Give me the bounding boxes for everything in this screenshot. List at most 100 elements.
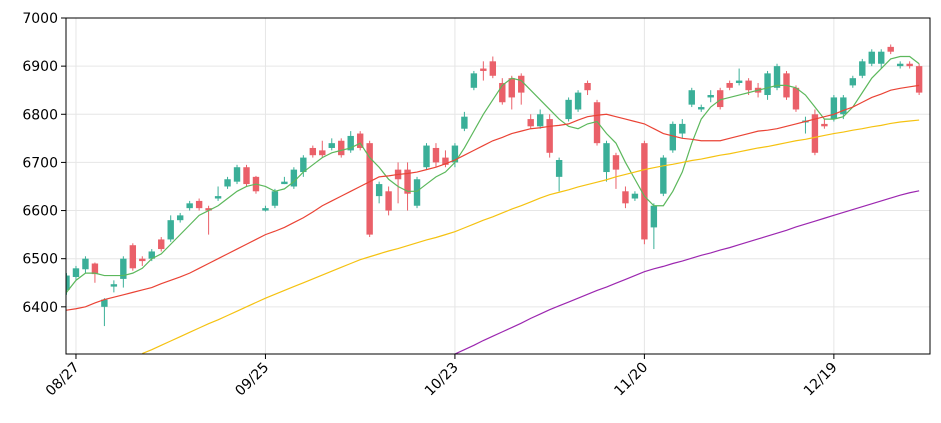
y-tick-label: 6700: [22, 155, 58, 171]
x-tick-label: 08/27: [43, 360, 83, 400]
candle-body: [432, 147, 440, 163]
candle-body: [821, 123, 828, 127]
candle-body: [745, 80, 752, 91]
candle-body: [470, 73, 478, 88]
candle-body: [214, 196, 222, 199]
candle-body: [508, 78, 515, 98]
y-tick-label: 6400: [22, 300, 58, 316]
candle-body: [139, 258, 146, 262]
candle-body: [328, 143, 335, 148]
candle-body: [186, 203, 193, 209]
candle-body: [375, 184, 383, 197]
candle-body: [243, 167, 250, 185]
candle-body: [262, 208, 269, 211]
x-tick-label: 11/20: [611, 360, 651, 400]
candle-body: [593, 102, 601, 144]
y-tick-label: 6500: [22, 252, 58, 268]
candle-body: [840, 97, 847, 115]
candle-body: [631, 193, 639, 199]
plot-area: [66, 44, 923, 354]
y-tick-label: 7000: [22, 11, 58, 27]
moving-average-line: [66, 84, 920, 311]
axes: 6400 6500 6600 6700 6800 6900 7000 08/27 09/25 10…: [22, 11, 840, 399]
candle-body: [66, 275, 70, 290]
candle-body: [423, 145, 430, 168]
candle-body: [764, 73, 771, 96]
moving-average-line: [66, 55, 920, 293]
candle-body: [574, 92, 582, 110]
candle-body: [290, 169, 298, 187]
candle-body: [205, 208, 212, 211]
candle-body: [698, 107, 705, 110]
candle-body: [300, 157, 307, 173]
candle-body: [176, 215, 184, 221]
candle-body: [404, 169, 411, 194]
y-tick-label: 6900: [22, 59, 58, 75]
x-tick-label: 09/25: [232, 360, 272, 400]
candle-body: [641, 143, 648, 240]
candle-body: [499, 82, 506, 103]
candle-body: [158, 239, 165, 250]
candle-body: [233, 167, 241, 182]
candle-body: [688, 90, 695, 105]
candle-body: [309, 147, 317, 156]
candle-body: [565, 99, 572, 120]
candle-body: [887, 46, 894, 52]
candle-body: [915, 66, 923, 93]
y-tick-label: 6800: [22, 107, 58, 123]
candle-body: [82, 258, 89, 270]
candle-body: [347, 135, 354, 151]
candle-body: [356, 133, 364, 148]
candle-body: [650, 205, 658, 228]
candle-body: [679, 123, 686, 134]
moving-average-line: [142, 119, 920, 354]
grid: [66, 17, 930, 354]
candle-body: [622, 191, 629, 204]
candle-body: [195, 200, 203, 209]
candle-body: [773, 66, 781, 88]
candle-body: [859, 61, 866, 76]
candle-body: [413, 179, 421, 206]
candle-body: [366, 143, 373, 235]
candle-body: [480, 68, 487, 71]
x-tick-label: 12/19: [801, 360, 841, 400]
candle-body: [716, 90, 724, 108]
candle-body: [707, 95, 714, 98]
candle-body: [167, 220, 174, 240]
candle-body: [878, 51, 885, 64]
candle-body: [129, 245, 137, 269]
candle-body: [101, 299, 108, 307]
candle-body: [527, 119, 534, 127]
candle-body: [442, 157, 449, 165]
candle-body: [726, 82, 733, 88]
y-tick-label: 6600: [22, 204, 58, 220]
candle-body: [489, 61, 497, 76]
x-tick-label: 10/23: [422, 360, 462, 400]
candle-body: [906, 63, 913, 67]
candle-body: [792, 87, 800, 110]
candle-body: [536, 114, 544, 127]
candle-body: [849, 78, 857, 86]
candle-body: [603, 143, 610, 173]
candle-body: [319, 150, 326, 156]
candle-body: [451, 145, 459, 163]
candle-body: [896, 63, 904, 67]
candle-body: [546, 119, 553, 153]
candle-body: [555, 160, 563, 177]
candle-body: [224, 179, 231, 187]
candle-body: [281, 181, 288, 185]
candle-body: [612, 155, 620, 170]
candle-body: [338, 140, 345, 156]
candle-body: [110, 284, 118, 287]
candle-body: [461, 116, 468, 129]
candle-body: [669, 123, 677, 151]
candle-body: [148, 251, 155, 259]
plot-frame: [65, 17, 931, 355]
candle-body: [660, 157, 667, 194]
candle-body: [120, 258, 127, 279]
candle-body: [385, 191, 392, 211]
candle-body: [868, 51, 875, 64]
candle-body: [518, 75, 525, 93]
candle-body: [91, 263, 99, 275]
